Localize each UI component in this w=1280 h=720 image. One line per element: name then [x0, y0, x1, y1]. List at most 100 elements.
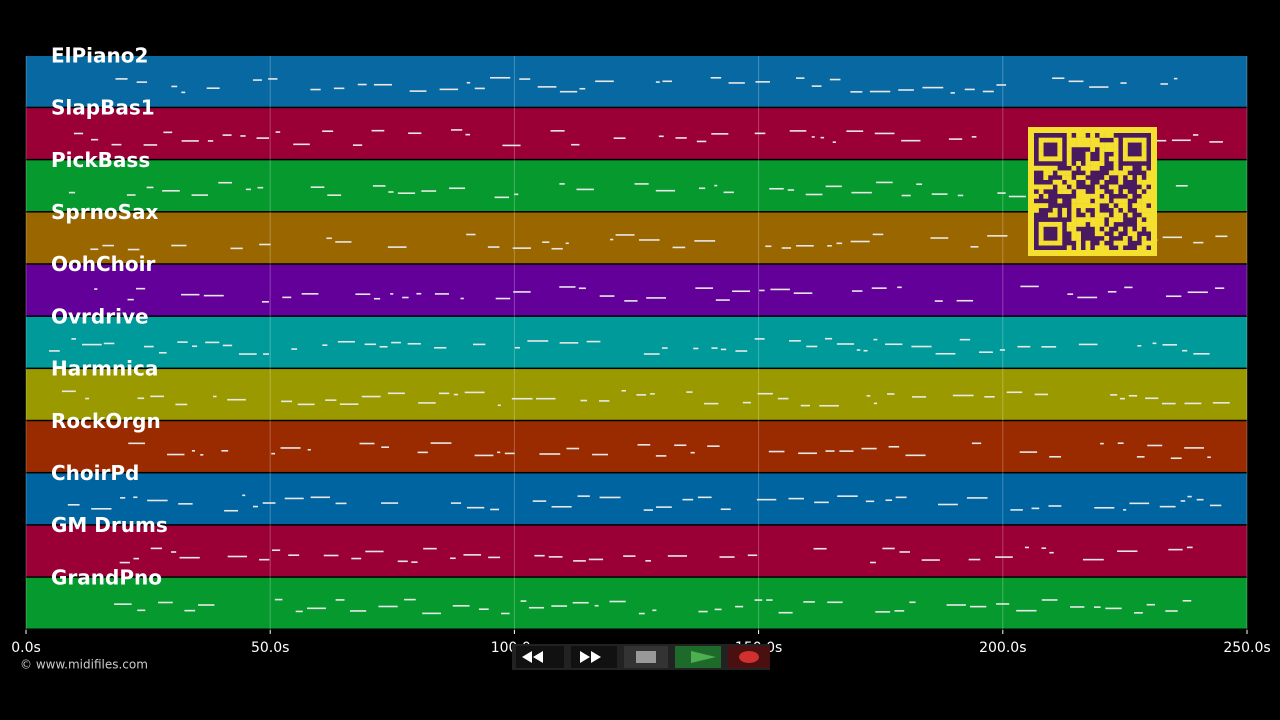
note [352, 144, 363, 146]
track-name: PickBass [51, 148, 150, 172]
note [1193, 353, 1210, 355]
qr-cell [1141, 240, 1147, 246]
note [179, 556, 200, 559]
rewind-button[interactable] [516, 646, 564, 668]
record-button[interactable] [728, 646, 770, 668]
note [934, 300, 943, 302]
note [637, 444, 651, 446]
note [133, 496, 138, 499]
note [465, 133, 471, 136]
track-name: SprnoSax [51, 200, 158, 224]
note [373, 297, 381, 300]
note [177, 341, 188, 343]
qr-cell [1057, 137, 1063, 143]
note [1117, 442, 1124, 444]
grid [25, 56, 1248, 630]
note [114, 603, 132, 605]
note [882, 547, 895, 550]
note [757, 392, 773, 395]
note [357, 83, 367, 86]
qr-cell [1076, 240, 1081, 246]
note [539, 453, 561, 455]
note [133, 557, 140, 560]
qr-cell [1132, 137, 1138, 143]
note [1041, 346, 1057, 348]
qr-cell [1122, 156, 1128, 162]
track-labels: ElPiano2 SlapBas1 PickBass SprnoSax OohChoir… [51, 44, 168, 590]
note [850, 240, 870, 243]
note [256, 137, 270, 139]
play-button[interactable] [675, 646, 721, 668]
note [832, 141, 836, 143]
note [325, 399, 337, 401]
note [599, 496, 621, 499]
note [856, 349, 861, 351]
note [238, 353, 257, 355]
qr-cell [1076, 231, 1081, 237]
note [813, 547, 827, 550]
qr-cell [1122, 170, 1128, 176]
note [404, 598, 416, 601]
qr-cell [1038, 137, 1044, 143]
track-band [26, 264, 1247, 316]
qr-cell [1085, 193, 1091, 199]
qr-cell [1136, 198, 1142, 204]
note [327, 194, 342, 196]
note [422, 612, 441, 615]
qr-cell [1071, 217, 1077, 223]
note [488, 556, 501, 559]
note [275, 131, 281, 133]
qr-cell [1071, 137, 1077, 143]
note [686, 391, 693, 393]
note [1193, 241, 1204, 244]
qr-cell [1043, 170, 1049, 176]
note [675, 137, 687, 139]
note [643, 509, 654, 511]
qr-cell [1113, 165, 1119, 171]
qr-cell [1132, 203, 1138, 209]
note [178, 503, 193, 505]
qr-cell [1141, 147, 1147, 152]
note [1207, 456, 1211, 459]
note [1161, 402, 1176, 405]
qr-cell [1071, 235, 1077, 241]
note [800, 404, 811, 407]
note [887, 393, 895, 395]
note [754, 132, 766, 135]
track-name: OohChoir [51, 252, 155, 276]
qr-cell [1090, 217, 1096, 223]
qr-cell [1048, 137, 1053, 143]
note [163, 131, 173, 134]
track-name: GM Drums [51, 513, 168, 537]
qr-cell [1080, 217, 1086, 223]
note [861, 447, 877, 450]
note [115, 78, 128, 80]
note [827, 601, 843, 604]
forward-button[interactable] [571, 646, 617, 668]
qr-cell [1038, 151, 1044, 157]
qr-cell [1071, 226, 1077, 232]
note [222, 134, 232, 136]
qr-cell [1038, 184, 1044, 190]
note [1078, 343, 1098, 346]
qr-cell [1094, 226, 1100, 232]
qr-cell [1048, 165, 1053, 171]
stop-button[interactable] [624, 646, 668, 668]
qr-cell [1048, 221, 1053, 227]
note [365, 550, 384, 553]
note [1147, 444, 1163, 447]
qr-cell [1141, 198, 1147, 204]
qr-cell [1057, 235, 1063, 241]
note [388, 191, 394, 193]
qr-cell [1052, 240, 1058, 246]
qr-cell [1122, 142, 1128, 148]
note [143, 144, 158, 146]
notes [48, 76, 1230, 615]
note [820, 136, 825, 139]
qr-cell [1108, 221, 1114, 227]
qr-cell [1071, 142, 1077, 148]
note [766, 599, 773, 601]
note [361, 395, 381, 398]
note [390, 293, 394, 295]
note [181, 293, 200, 296]
